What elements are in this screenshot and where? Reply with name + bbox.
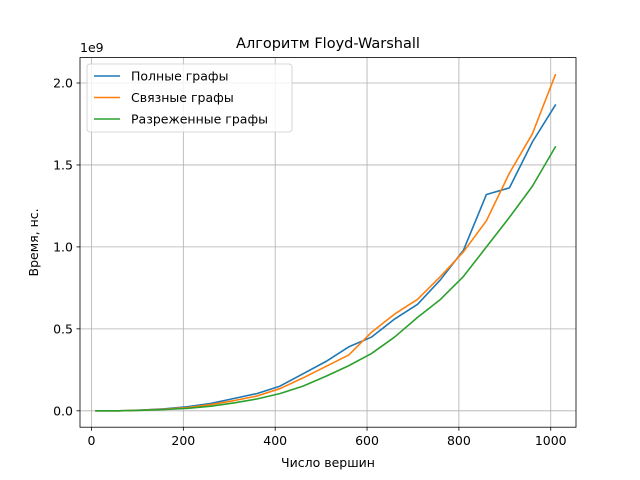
x-tick-label: 600 [355,433,379,448]
ticks: 0 200 400 600 800 1000 0.0 0.5 1.0 1.5 2.0 [53,76,567,449]
y-axis-label: Время, нс. [26,208,41,276]
y-tick-label: 0.5 [53,321,73,336]
x-tick-label: 800 [447,433,471,448]
legend-label-1: Полные графы [131,69,228,84]
x-tick-label: 1000 [535,433,567,448]
y-tick-label: 2.0 [53,76,73,91]
plot-frame [79,57,577,428]
series-group [95,73,557,412]
x-tick-label: 200 [171,433,195,448]
x-axis-label: Число вершин [281,455,375,470]
x-tick-label: 0 [88,433,96,448]
legend-label-3: Разреженные графы [131,112,268,127]
y-tick-label: 1.5 [53,157,73,172]
chart-title: Алгоритм Floyd-Warshall [236,36,420,52]
series-line-3 [95,145,557,412]
y-tick-label: 1.0 [53,239,73,254]
y-axis-multiplier: 1e9 [80,40,104,55]
x-tick-label: 400 [263,433,287,448]
legend-box [86,63,293,133]
y-tick-label: 0.0 [53,403,73,418]
legend-label-2: Связные графы [131,90,234,105]
legend: Полные графы Связные графы Разреженные гра… [86,63,293,133]
